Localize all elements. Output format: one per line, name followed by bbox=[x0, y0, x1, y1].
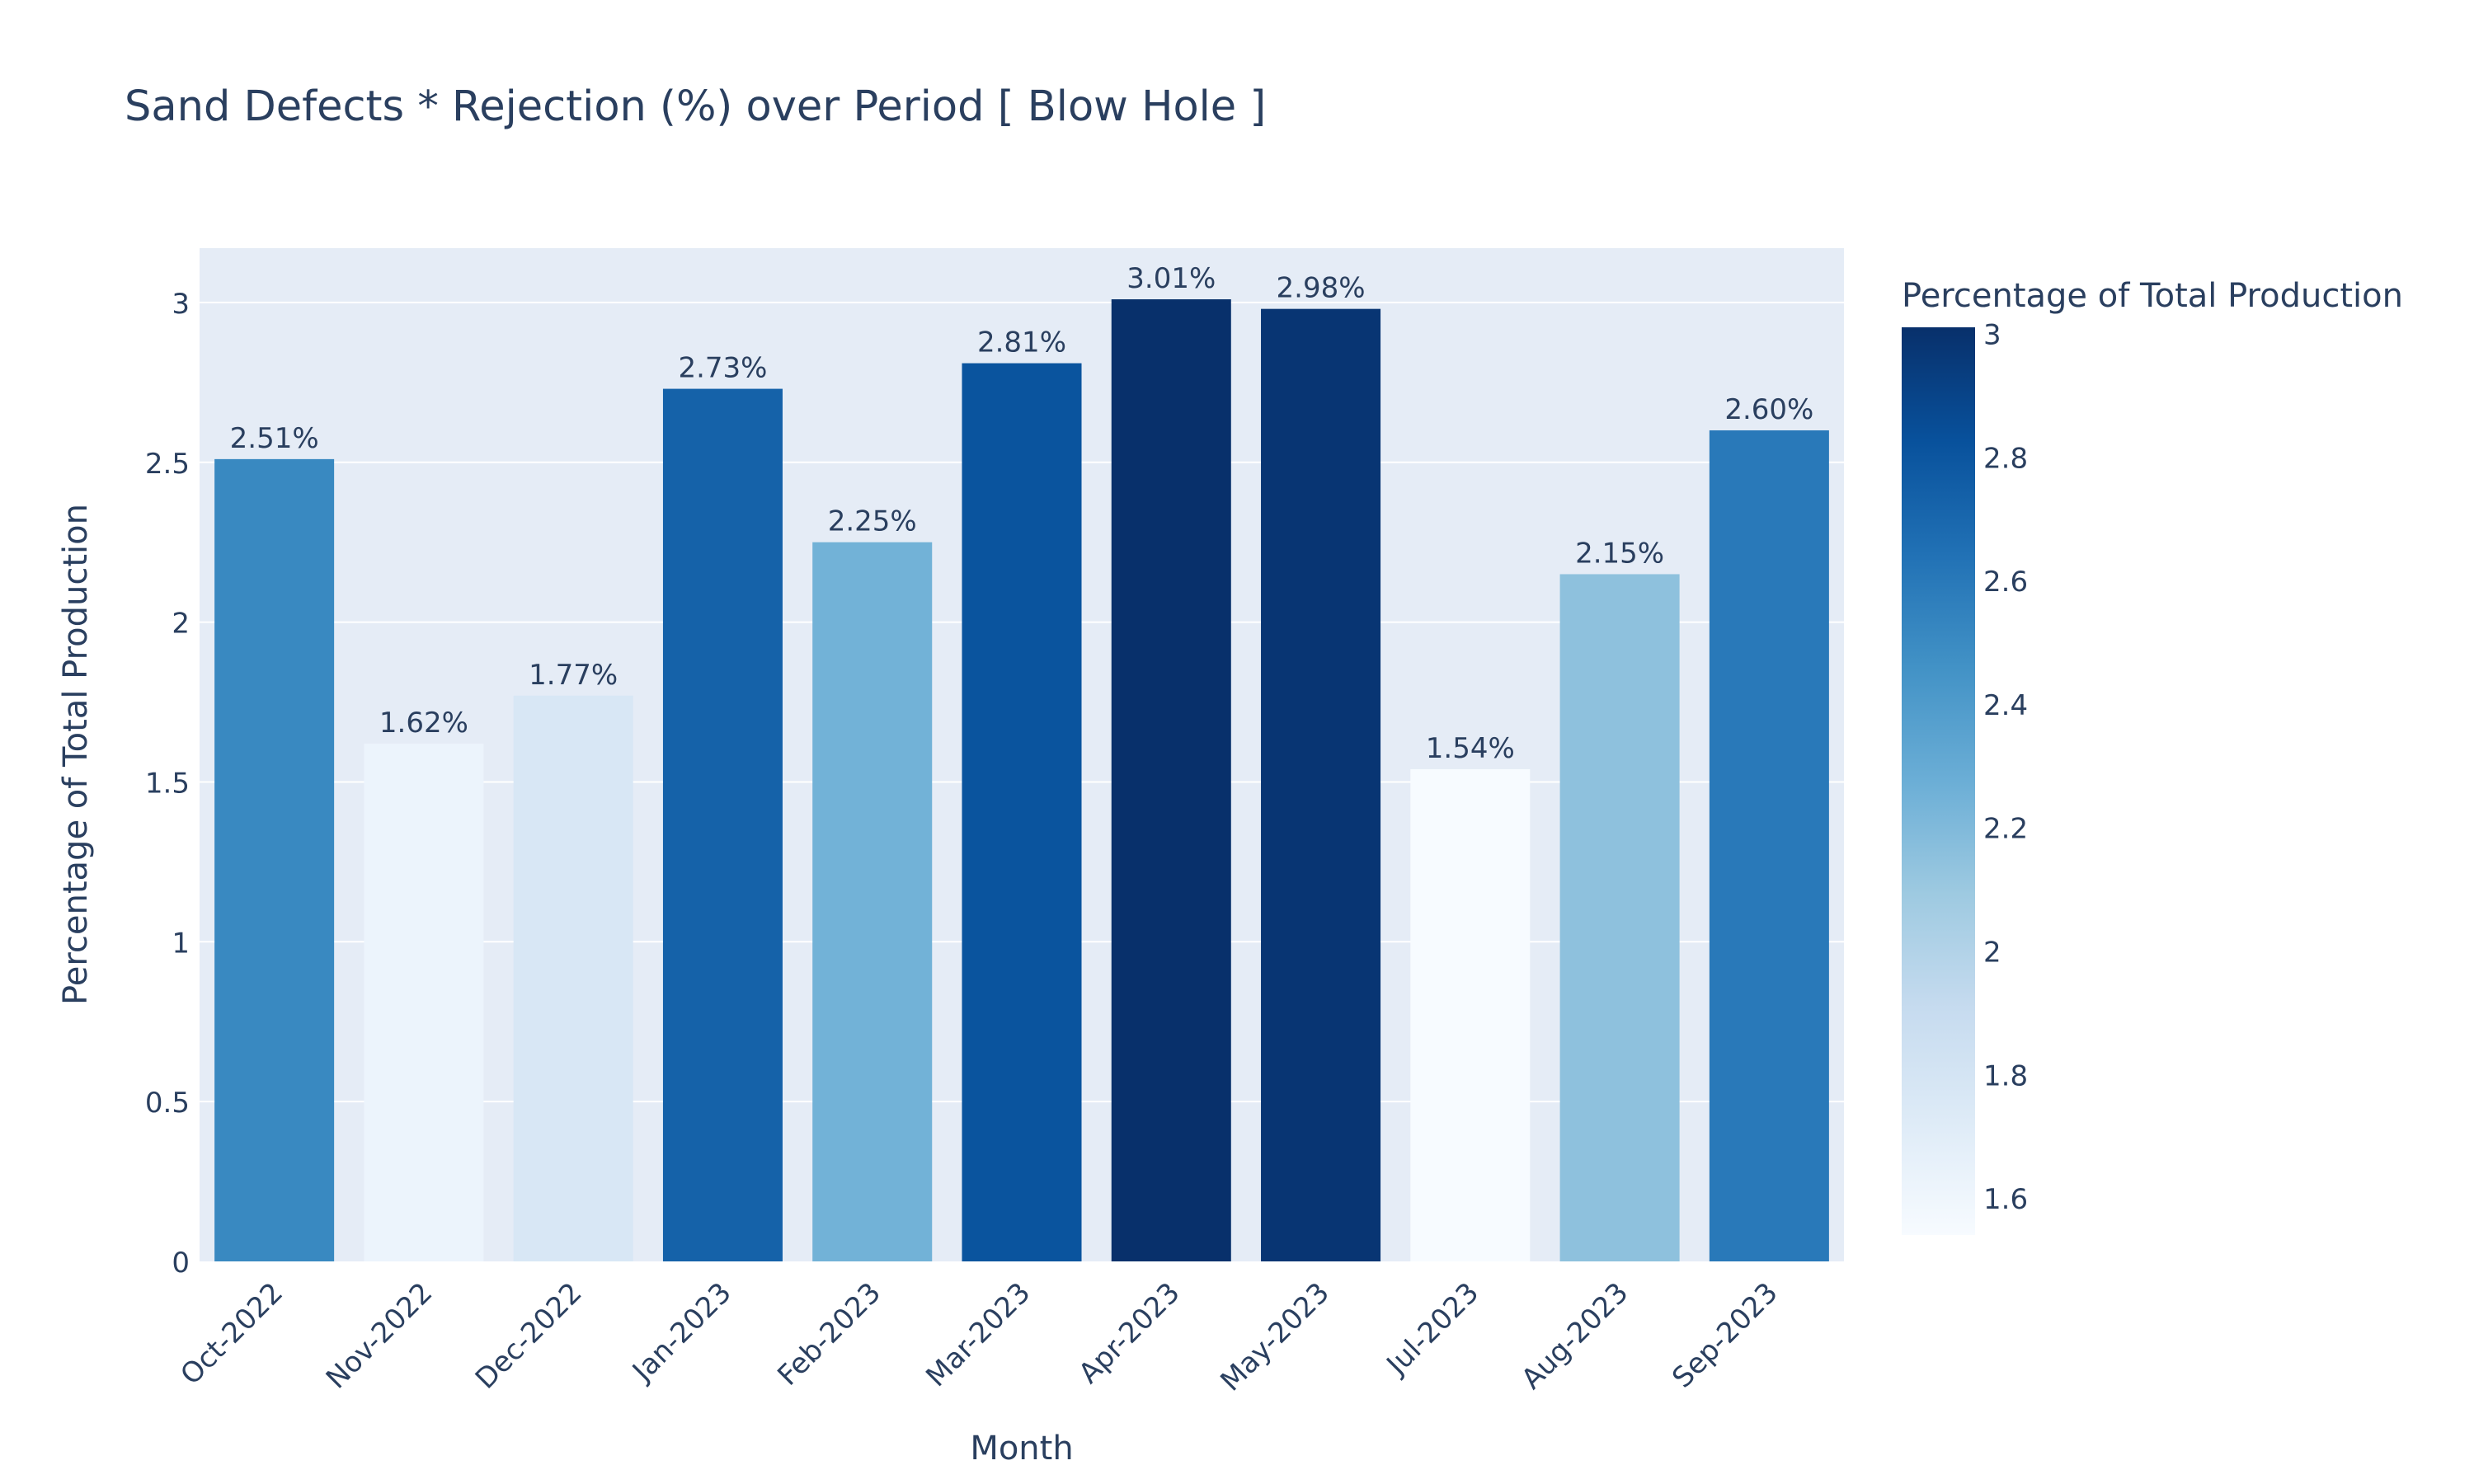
bar bbox=[1709, 430, 1829, 1261]
x-tick-label: Nov-2022 bbox=[320, 1276, 439, 1395]
y-tick-label: 0.5 bbox=[145, 1087, 190, 1120]
y-tick-label: 1 bbox=[172, 927, 190, 960]
data-label: 2.15% bbox=[1575, 537, 1664, 570]
data-label: 1.54% bbox=[1426, 732, 1515, 765]
colorbar-tick-label: 2.8 bbox=[1983, 442, 2028, 475]
y-tick-label: 2 bbox=[172, 608, 190, 641]
data-labels: 2.51% 1.62% 1.77% 2.73% 2.25% 2.81% 3.01% 2.98%… bbox=[230, 262, 1814, 765]
data-label: 2.73% bbox=[678, 352, 767, 385]
colorbar-ticks: 1.6 1.8 2 2.2 2.4 2.6 2.8 3 bbox=[1983, 318, 2028, 1216]
colorbar-tick-label: 1.8 bbox=[1983, 1059, 2028, 1092]
bar bbox=[662, 388, 783, 1261]
bar bbox=[513, 695, 633, 1261]
data-label: 2.98% bbox=[1277, 272, 1366, 305]
colorbar-title: Percentage of Total Production bbox=[1902, 277, 2403, 315]
bars bbox=[214, 299, 1829, 1262]
y-tick-label: 2.5 bbox=[145, 448, 190, 481]
y-tick-label: 0 bbox=[172, 1247, 190, 1280]
colorbar-tick-label: 2.4 bbox=[1983, 689, 2028, 722]
data-label: 1.77% bbox=[529, 659, 618, 692]
x-tick-label: Jan-2023 bbox=[625, 1276, 738, 1389]
data-label: 2.81% bbox=[977, 326, 1066, 359]
colorbar-tick-label: 2 bbox=[1983, 936, 2001, 969]
bar bbox=[214, 458, 335, 1261]
x-tick-label: Apr-2023 bbox=[1072, 1276, 1186, 1390]
bar bbox=[962, 363, 1082, 1261]
y-tick-label: 1.5 bbox=[145, 767, 190, 800]
colorbar-tick-label: 2.6 bbox=[1983, 566, 2028, 599]
colorbar-tick-label: 1.6 bbox=[1983, 1183, 2028, 1216]
bar bbox=[364, 743, 484, 1261]
x-axis-ticks: Oct-2022 Nov-2022 Dec-2022 Jan-2023 Feb-2023… bbox=[174, 1276, 1784, 1397]
x-tick-label: Aug-2023 bbox=[1515, 1276, 1634, 1396]
bar bbox=[1261, 308, 1381, 1261]
colorbar-tick-label: 3 bbox=[1983, 318, 2001, 351]
chart-title: Sand Defects * Rejection (%) over Period… bbox=[125, 82, 1267, 131]
y-axis-title: Percentage of Total Production bbox=[57, 504, 95, 1005]
x-tick-label: Mar-2023 bbox=[920, 1276, 1037, 1393]
bar bbox=[812, 542, 933, 1261]
x-tick-label: Sep-2023 bbox=[1666, 1276, 1784, 1394]
x-tick-label: May-2023 bbox=[1214, 1276, 1335, 1397]
data-label: 3.01% bbox=[1126, 262, 1216, 295]
x-tick-label: Oct-2022 bbox=[174, 1276, 289, 1392]
bar bbox=[1559, 574, 1680, 1261]
bar bbox=[1410, 768, 1531, 1261]
y-axis-ticks: 0 0.5 1 1.5 2 2.5 3 bbox=[145, 288, 190, 1280]
x-tick-label: Jul-2023 bbox=[1380, 1276, 1486, 1383]
data-label: 2.25% bbox=[828, 505, 917, 538]
x-tick-label: Feb-2023 bbox=[771, 1276, 887, 1392]
data-label: 2.60% bbox=[1724, 393, 1813, 426]
x-axis-title: Month bbox=[970, 1430, 1073, 1468]
data-label: 2.51% bbox=[230, 422, 319, 455]
bar bbox=[1111, 299, 1231, 1262]
x-tick-label: Dec-2022 bbox=[469, 1276, 589, 1396]
data-label: 1.62% bbox=[379, 707, 468, 740]
colorbar-tick-label: 2.2 bbox=[1983, 813, 2028, 846]
colorbar bbox=[1902, 327, 1975, 1235]
y-tick-label: 3 bbox=[172, 288, 190, 321]
